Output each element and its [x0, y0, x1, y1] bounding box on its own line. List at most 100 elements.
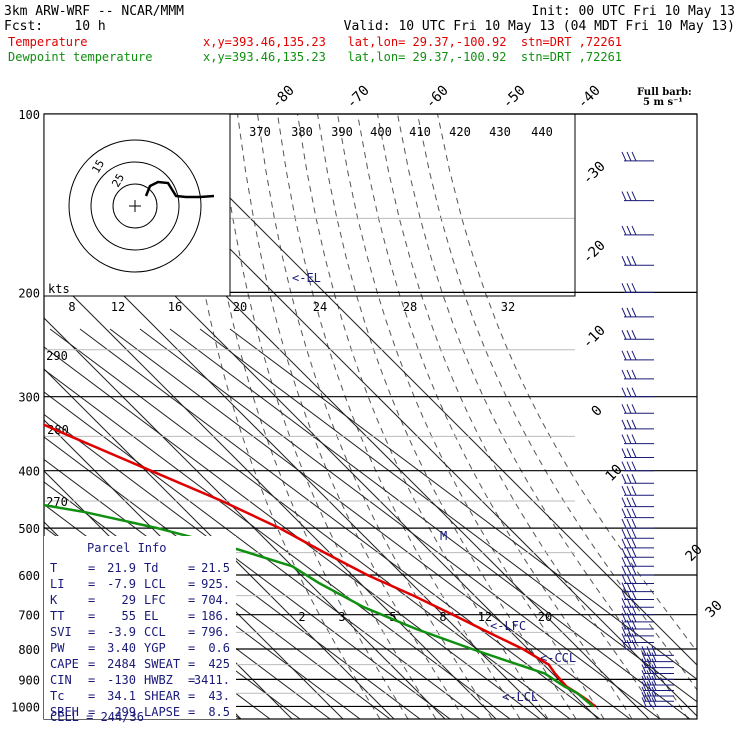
- wind-barb-flag: [631, 474, 637, 484]
- wind-barb-flag: [641, 658, 647, 668]
- dry-adiabat: [44, 346, 541, 719]
- wind-barb-flag: [631, 283, 637, 293]
- parcel-label: LCL: [144, 577, 166, 591]
- wind-barb-flag: [631, 619, 637, 630]
- wind-barb-flag: [651, 670, 657, 680]
- wind-barb-flag: [626, 225, 632, 236]
- wind-barb-flag: [626, 639, 632, 650]
- wind-barb-flag: [626, 598, 632, 608]
- moist-adiabat: [397, 114, 689, 719]
- theta-label: 430: [489, 125, 511, 139]
- dry-adiabat: [229, 328, 697, 680]
- pressure-tick-label: 600: [18, 569, 40, 583]
- dry-adiabat: [44, 481, 361, 719]
- hodograph-trace: [144, 180, 215, 199]
- moist-adiabat: [257, 114, 493, 719]
- parcel-value: 55: [122, 609, 136, 623]
- wind-barb-flag: [621, 598, 627, 608]
- level-annotation: <-EL: [292, 271, 321, 285]
- isotherm-label: 20: [683, 542, 706, 565]
- wind-barb-flag: [631, 387, 637, 397]
- wind-barb-flag: [651, 675, 657, 686]
- parcel-eq: =: [88, 625, 95, 639]
- wind-barb-flag: [621, 557, 627, 567]
- pressure-tick-label: 1000: [11, 700, 40, 714]
- wind-barb-flag: [621, 225, 627, 236]
- hodograph-ring: [112, 183, 158, 229]
- wind-barb-flag: [631, 508, 637, 518]
- level-annotation: <-CCL: [540, 651, 576, 665]
- wind-barb-flag: [621, 307, 627, 318]
- parcel-eq: =: [88, 673, 95, 687]
- wind-barb-flag: [621, 434, 627, 444]
- hodograph-axis-label: 32: [501, 300, 515, 314]
- parcel-label: CAPE: [50, 657, 79, 671]
- moist-adiabat: [417, 114, 697, 691]
- parcel-eq: =: [188, 625, 195, 639]
- parcel-eq: =: [88, 705, 95, 719]
- wind-barb-flag: [631, 461, 637, 471]
- wind-barb-flag: [631, 419, 637, 430]
- isotherm-label: -10: [580, 323, 609, 352]
- theta-label: 440: [531, 125, 553, 139]
- hodograph-axis-label: 20: [233, 300, 247, 314]
- wind-barb-flag: [626, 538, 632, 549]
- wind-barb-flag: [621, 419, 627, 430]
- pressure-tick-label: 100: [18, 108, 40, 122]
- parcel-value: 8.5: [208, 705, 230, 719]
- barb-legend-line1: Full barb:: [637, 87, 692, 98]
- parcel-eq: =: [188, 705, 195, 719]
- wind-barb-flag: [626, 330, 632, 340]
- theta-label: 420: [449, 125, 471, 139]
- isotherm: [44, 266, 497, 719]
- wind-barb-flag: [641, 692, 647, 702]
- pressure-tick-label: 900: [18, 673, 40, 687]
- wind-barb-flag: [631, 633, 637, 643]
- parcel-label: Td: [144, 561, 158, 575]
- pressure-tick-label: 300: [18, 391, 40, 405]
- wind-barb-flag: [621, 474, 627, 484]
- wind-barb-flag: [651, 697, 657, 707]
- wind-barb-flag: [621, 330, 627, 340]
- dewpoint-profile: [44, 503, 594, 708]
- wind-barb-flag: [621, 548, 627, 558]
- hodograph-frame: [43, 113, 231, 297]
- parcel-label: HWBZ: [144, 673, 173, 687]
- parcel-label: PW: [50, 641, 65, 655]
- wind-barb-flag: [631, 434, 637, 444]
- isotherm-label: -30: [580, 159, 609, 188]
- wind-barb-flag: [626, 350, 632, 361]
- theta-label: 410: [409, 125, 431, 139]
- wind-barb-flag: [621, 404, 627, 414]
- parcel-value: -3.9: [107, 625, 136, 639]
- forecast-hour: Fcst: 10 h: [4, 19, 106, 34]
- wind-barb-flag: [621, 582, 627, 592]
- dry-adiabat: [44, 458, 391, 719]
- mixing-ratio-label: 8: [439, 610, 446, 624]
- moist-adiabat: [277, 114, 521, 719]
- wind-barb-flag: [631, 528, 637, 539]
- wind-barb-flag: [621, 633, 627, 643]
- isotherm: [0, 114, 37, 719]
- moist-adiabat: [217, 114, 437, 719]
- wind-barb-flag: [626, 612, 632, 623]
- theta-label: 400: [370, 125, 392, 139]
- wind-barb-flag: [646, 646, 652, 656]
- wind-barb-flag: [646, 686, 652, 697]
- valid-time: Valid: 10 UTC Fri 10 May 13 (04 MDT Fri …: [344, 19, 735, 34]
- isotherm-label: -80: [269, 83, 298, 112]
- wind-barb-flag: [646, 658, 652, 668]
- isotherm-label: 0: [589, 403, 606, 420]
- wind-barb-flag: [621, 151, 627, 162]
- wind-barb-flag: [621, 283, 627, 293]
- wind-barb-flag: [621, 497, 627, 507]
- moist-adiabat: [197, 114, 409, 719]
- theta-label: 390: [331, 125, 353, 139]
- wind-barb-flag: [626, 191, 632, 201]
- wind-barb-flag: [631, 557, 637, 567]
- parcel-value: 704.: [201, 593, 230, 607]
- temperature-legend-label: Temperature: [8, 35, 87, 49]
- isotherm-label: -50: [500, 83, 529, 112]
- isotherm-label: -40: [575, 83, 604, 112]
- parcel-label: EL: [144, 609, 158, 623]
